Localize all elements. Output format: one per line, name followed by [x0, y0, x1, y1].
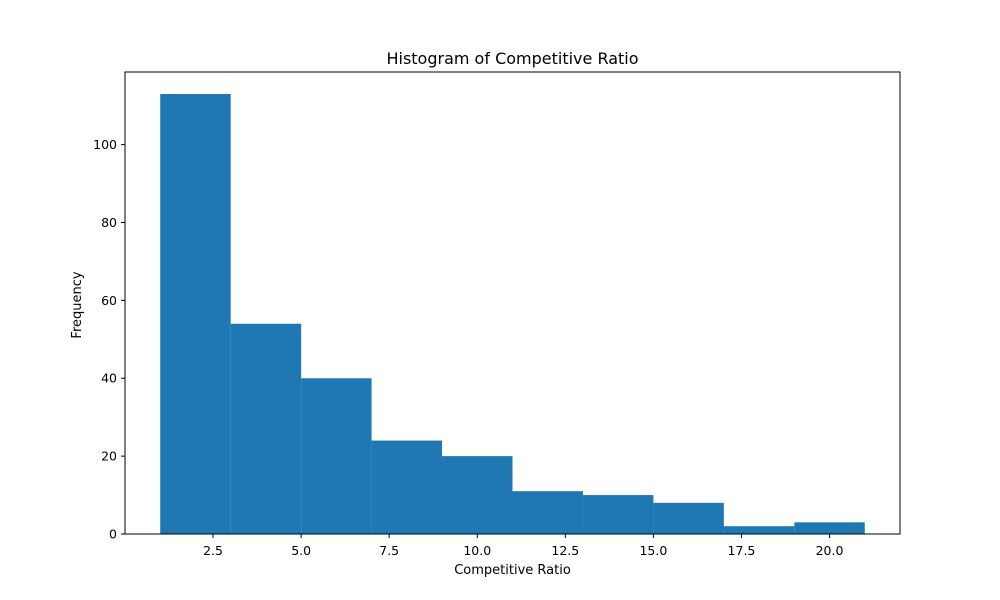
y-tick-label: 40 [101, 371, 117, 386]
y-tick-label: 20 [101, 449, 117, 464]
x-tick-label: 15.0 [639, 543, 667, 558]
x-tick-label: 17.5 [728, 543, 756, 558]
chart-title: Histogram of Competitive Ratio [386, 49, 638, 68]
y-ticks-group: 0 20 40 60 80 100 [93, 137, 125, 542]
histogram-bar-8 [653, 502, 724, 534]
histogram-bar-6 [512, 491, 583, 534]
plot-frame [124, 71, 901, 535]
x-tick-label: 10.0 [463, 543, 491, 558]
histogram-bar-1 [160, 94, 231, 534]
x-tick-label: 7.5 [379, 543, 399, 558]
x-tick-label: 12.5 [551, 543, 579, 558]
y-tick-label: 80 [101, 215, 117, 230]
x-ticks-group: 2.5 5.0 7.5 10.0 12.5 15.0 17.5 20.0 [203, 534, 844, 558]
histogram-bar-2 [230, 323, 302, 534]
histogram-bar-10 [794, 522, 865, 534]
histogram-bar-4 [371, 440, 443, 534]
histogram-bar-7 [582, 495, 654, 534]
bars-group [160, 94, 865, 534]
x-tick-label: 5.0 [291, 543, 311, 558]
histogram-bar-5 [442, 456, 513, 534]
histogram-bar-9 [723, 526, 795, 534]
histogram-bar-3 [301, 378, 372, 534]
x-tick-label: 20.0 [816, 543, 844, 558]
y-tick-label: 60 [101, 293, 117, 308]
y-axis-label: Frequency [70, 271, 85, 338]
y-tick-label: 100 [93, 137, 117, 152]
x-axis-label: Competitive Ratio [454, 563, 571, 578]
y-tick-label: 0 [109, 527, 117, 542]
x-tick-label: 2.5 [203, 543, 223, 558]
